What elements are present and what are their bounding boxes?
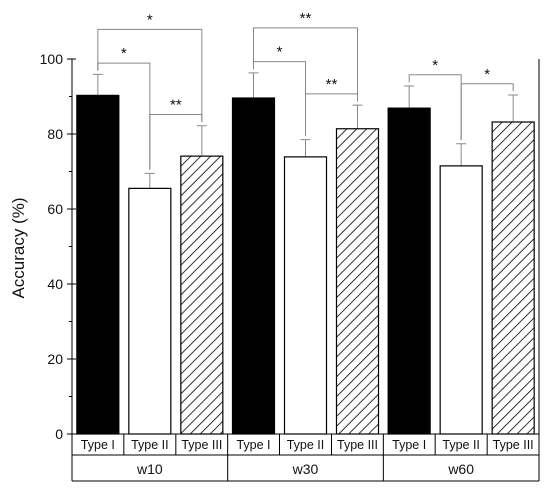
category-label: Type III [493,438,534,452]
y-axis-title: Accuracy (%) [9,197,28,298]
group-label-w30: w30 [292,461,319,477]
category-label: Type III [181,438,222,452]
significance-bracket [97,28,203,122]
y-tick-label: 40 [47,276,63,292]
y-tick-label: 80 [47,126,63,142]
significance-bracket [460,83,514,140]
significance-label: ** [326,76,338,93]
category-label: Type III [337,438,378,452]
category-label: Type II [442,438,480,452]
bar-w30-type-i [231,97,276,435]
significance-label: ** [300,10,312,27]
category-label: Type I [81,438,115,452]
bar-w30-type-iii [335,128,380,435]
category-label: Type I [392,438,426,452]
significance-bracket [149,114,203,170]
plot-area: 0 20 40 60 80 100 w10 Type I Type II Type III w30 T… [40,10,540,482]
bar-w10-type-ii [128,187,172,435]
category-label: Type II [287,438,325,452]
bar-w60-type-ii [439,165,483,435]
significance-label: * [484,66,490,83]
y-tick-label: 20 [47,351,63,367]
bar-w10-type-i [76,94,120,435]
y-tick-label: 0 [55,426,63,442]
significance-bracket [305,93,358,136]
bar-w10-type-iii [180,155,224,435]
significance-label: * [121,45,127,62]
bar-w30-type-ii [283,156,328,435]
category-label: Type I [236,438,270,452]
bar-w60-type-i [387,107,431,435]
group-label-w10: w10 [136,461,163,477]
significance-label: * [277,44,283,61]
bar-w60-type-iii [491,121,535,435]
category-label: Type II [131,438,169,452]
significance-bracket [253,27,358,102]
y-tick-label: 60 [47,201,63,217]
significance-label: * [147,11,153,28]
y-tick-label: 100 [40,51,64,67]
significance-label: * [432,57,438,74]
significance-label: ** [170,97,182,114]
group-label-w60: w60 [447,461,474,477]
